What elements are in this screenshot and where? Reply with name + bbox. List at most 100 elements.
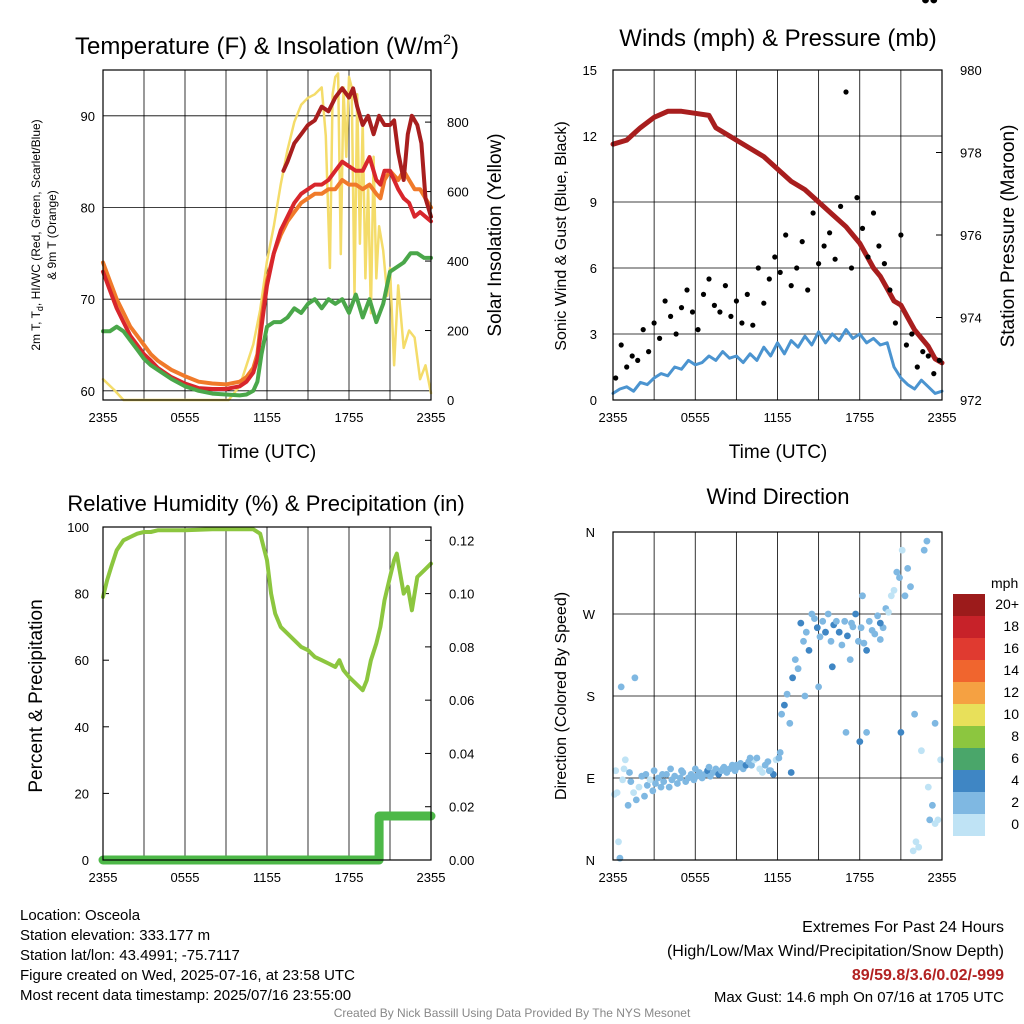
direction-point xyxy=(776,749,784,756)
gust-point xyxy=(678,305,685,311)
wdir-x-tick-label: 2355 xyxy=(599,870,628,885)
wind-x-tick-label: 1755 xyxy=(845,410,874,425)
legend-label: 2 xyxy=(1011,794,1019,810)
gust-point xyxy=(728,313,734,319)
max-gust: Max Gust: 14.6 mph On 07/16 at 1705 UTC xyxy=(713,989,1004,1006)
direction-point xyxy=(871,630,879,638)
gust-point xyxy=(870,210,877,216)
gust-point xyxy=(624,364,630,370)
credit-line: Created By Nick Bassill Using Data Provi… xyxy=(333,1006,691,1020)
gust-point xyxy=(887,287,893,293)
direction-point xyxy=(660,778,668,785)
wind-title: Winds (mph) & Pressure (mb) xyxy=(619,25,936,52)
gust-point xyxy=(717,309,723,315)
gust-point xyxy=(909,331,915,337)
wind-direction-panel: Wind Direction 2355 0555 1155 1755 2355 N E S W N… xyxy=(553,0,1019,885)
direction-point xyxy=(922,0,929,4)
gust-point xyxy=(848,265,855,271)
wdir-y-tick-label: W xyxy=(583,607,596,622)
rh-x-tick-label: 1755 xyxy=(335,870,364,885)
wind-x-tick-label: 0555 xyxy=(681,410,710,425)
gust-point xyxy=(750,322,756,328)
gust-point xyxy=(920,349,926,355)
station-latlon: Station lat/lon: 43.4991; -75.7117 xyxy=(20,947,240,964)
direction-point xyxy=(746,754,754,762)
wind-y-tick-label: 0 xyxy=(590,393,597,408)
direction-point xyxy=(649,787,657,795)
rh-title: Relative Humidity (%) & Precipitation (i… xyxy=(67,491,464,516)
direction-point xyxy=(876,619,884,627)
gust-point xyxy=(651,320,657,326)
gust-point xyxy=(810,210,816,216)
direction-point xyxy=(931,820,939,827)
series-dew-line xyxy=(101,251,433,398)
rh-y-tick-label: 0 xyxy=(82,853,89,868)
direction-point xyxy=(874,612,881,620)
direction-point xyxy=(816,633,824,641)
direction-point xyxy=(691,765,699,773)
direction-point xyxy=(819,617,827,625)
direction-point xyxy=(835,628,843,636)
gust-point xyxy=(766,276,772,282)
legend-label: 14 xyxy=(1003,662,1019,678)
gust-point xyxy=(816,261,822,267)
legend-label: 10 xyxy=(1003,706,1019,722)
direction-point xyxy=(659,771,666,778)
gust-point xyxy=(936,357,942,363)
direction-point xyxy=(897,729,905,736)
humidity-precip-panel: Relative Humidity (%) & Precipitation (i… xyxy=(26,491,474,885)
direction-point xyxy=(904,565,912,572)
gust-point xyxy=(744,291,750,297)
rh-plot-area: 2355 0555 1155 1755 23550204060801000.000.02… xyxy=(67,520,474,885)
gust-point xyxy=(865,254,871,260)
temperature-plot-area: 2355 0555 1155 1755 2355 60 70 80 90 0 200 400 600 80… xyxy=(81,69,469,425)
rh-y-tick-label: 40 xyxy=(75,720,89,735)
legend-label: 8 xyxy=(1011,728,1019,744)
rh-y-label: Percent & Precipitation xyxy=(26,599,47,792)
direction-point xyxy=(783,690,791,698)
gust-point xyxy=(673,331,679,337)
direction-point xyxy=(885,608,892,616)
direction-point xyxy=(676,774,684,782)
solar-y2-tick-label: 200 xyxy=(447,324,469,339)
direction-point xyxy=(893,568,901,576)
direction-point xyxy=(856,738,864,745)
direction-point xyxy=(912,838,920,846)
direction-point xyxy=(815,683,822,691)
precip-y2-tick-label: 0.02 xyxy=(449,800,474,815)
direction-point xyxy=(678,767,685,775)
direction-point xyxy=(778,710,785,718)
direction-point xyxy=(667,765,674,773)
gust-point xyxy=(772,254,778,260)
direction-point xyxy=(615,838,622,846)
wind-pressure-panel: Winds (mph) & Pressure (mb) 2355 0555 1155… xyxy=(553,25,1019,463)
gust-point xyxy=(706,276,712,282)
temperature-x-tick-label: 1155 xyxy=(253,410,281,425)
direction-point xyxy=(842,729,850,736)
gust-point xyxy=(799,239,805,245)
wind-y-label: Sonic Wind & Gust (Blue, Black) xyxy=(553,121,570,350)
gust-point xyxy=(761,300,767,306)
wind-plot-area: 2355 0555 1155 1755 235503691215972974976978… xyxy=(583,63,982,425)
pressure-y2-tick-label: 976 xyxy=(960,228,982,243)
temperature-y-tick-label: 80 xyxy=(81,201,95,216)
gust-point xyxy=(843,89,849,95)
wdir-title: Wind Direction xyxy=(706,484,849,509)
extremes-subheading: (High/Low/Max Wind/Precipitation/Snow De… xyxy=(666,943,1004,960)
rh-frame xyxy=(102,526,432,861)
rh-y-tick-label: 80 xyxy=(75,587,89,602)
direction-point xyxy=(822,628,829,636)
precip-y2-tick-label: 0.06 xyxy=(449,693,474,708)
legend-swatch xyxy=(953,704,985,726)
wind-y-tick-label: 12 xyxy=(583,129,597,144)
pressure-y2-tick-label: 974 xyxy=(960,311,982,326)
direction-point xyxy=(841,617,849,625)
precip-y2-tick-label: 0.00 xyxy=(449,853,474,868)
direction-point xyxy=(907,583,914,591)
direction-point xyxy=(800,637,807,645)
direction-point xyxy=(671,772,679,780)
direction-point xyxy=(789,674,796,682)
temperature-y-label: 2m T, Td, HI/WC (Red, Green, Scarlet/Blu… xyxy=(29,119,45,350)
wind-x-tick-label: 2355 xyxy=(928,410,957,425)
wind-x-label: Time (UTC) xyxy=(729,442,828,463)
